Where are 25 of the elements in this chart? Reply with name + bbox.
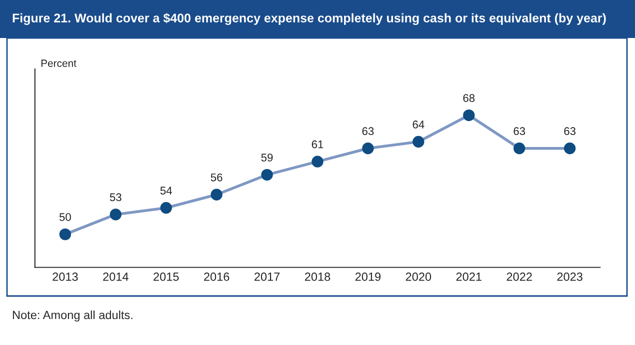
y-axis-title: Percent (41, 60, 76, 67)
data-label: 59 (261, 154, 273, 162)
data-label: 63 (514, 127, 526, 136)
data-label: 50 (59, 213, 71, 222)
chart-title: Figure 21. Would cover a $400 emergency expense completely using cash or its equivalent (by year) (12, 13, 606, 25)
x-tick-label: 2021 (456, 272, 482, 281)
text: Note: Among all adults. (12, 310, 132, 322)
data-label: 61 (312, 140, 324, 148)
data-label: 53 (110, 193, 122, 202)
x-tick-label: 2013 (52, 272, 78, 281)
x-tick-label: 2016 (204, 272, 230, 281)
data-label: 64 (412, 120, 424, 128)
x-tick-label: 2022 (506, 272, 532, 281)
data-label: 56 (210, 173, 222, 182)
x-tick-label: 2017 (254, 272, 280, 281)
data-label: 68 (463, 94, 475, 102)
x-tick-label: 2023 (557, 272, 582, 281)
x-tick-label: 2014 (103, 272, 128, 281)
x-tick-label: 2019 (355, 272, 381, 281)
data-label: 63 (564, 127, 576, 136)
data-label: 63 (362, 127, 374, 136)
x-tick-label: 2020 (406, 272, 432, 281)
data-label: 54 (160, 186, 172, 195)
x-tick-label: 2018 (304, 272, 330, 281)
x-tick-label: 2015 (154, 272, 179, 281)
